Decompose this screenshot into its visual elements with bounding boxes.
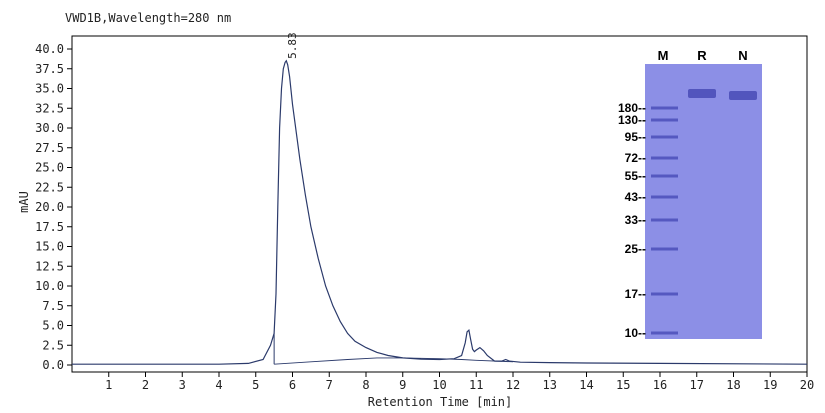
x-tick-label: 13 [543, 378, 557, 392]
y-tick-label: 5.0 [42, 319, 64, 333]
gel-marker-label: 33-- [625, 213, 646, 227]
gel-bands [651, 89, 757, 335]
y-tick-label: 22.5 [35, 180, 64, 194]
y-tick-label: 12.5 [35, 259, 64, 273]
gel-marker-label: 17-- [625, 287, 646, 301]
y-tick-label: 30.0 [35, 121, 64, 135]
y-tick-label: 20.0 [35, 200, 64, 214]
gel-marker-band [651, 106, 678, 110]
gel-marker-band [651, 218, 678, 222]
y-tick-label: 2.5 [42, 338, 64, 352]
gel-marker-label: 95-- [625, 130, 646, 144]
gel-lane-label: N [738, 48, 747, 63]
y-tick-label: 0.0 [42, 358, 64, 372]
x-tick-label: 9 [399, 378, 406, 392]
x-tick-label: 5 [252, 378, 259, 392]
chart-title: VWD1B,Wavelength=280 nm [65, 11, 231, 25]
gel-marker-band [651, 247, 678, 251]
y-tick-label: 40.0 [35, 42, 64, 56]
gel-marker-band [651, 135, 678, 139]
x-tick-label: 1 [105, 378, 112, 392]
gel-marker-label: 72-- [625, 151, 646, 165]
gel-marker-band [651, 156, 678, 160]
peak-label: 5.83 [286, 32, 299, 59]
y-tick-label: 10.0 [35, 279, 64, 293]
x-tick-label: 17 [690, 378, 704, 392]
y-tick-label: 7.5 [42, 299, 64, 313]
y-axis-label: mAU [17, 191, 31, 213]
x-axis: 1 2 3 4 5 6 7 8 9 10 11 12 13 14 15 16 17 18 19 20 [105, 372, 814, 392]
gel-marker-band [651, 292, 678, 296]
x-tick-label: 14 [579, 378, 593, 392]
gel-marker-band [651, 195, 678, 199]
series-layer [72, 59, 808, 365]
x-tick-label: 6 [289, 378, 296, 392]
x-tick-label: 12 [506, 378, 520, 392]
y-tick-label: 17.5 [35, 220, 64, 234]
gel-inset: M R N 180--130-- 95-- 72-- 55-- 43-- 33-- 25-- 17… [618, 48, 762, 340]
gel-marker-label: 55-- [625, 169, 646, 183]
y-tick-label: 32.5 [35, 101, 64, 115]
x-tick-label: 16 [653, 378, 667, 392]
x-tick-label: 10 [432, 378, 446, 392]
y-tick-label: 37.5 [35, 62, 64, 76]
gel-lane-label: M [658, 48, 669, 63]
x-tick-label: 18 [726, 378, 740, 392]
gel-marker-label: 43-- [625, 190, 646, 204]
x-tick-label: 7 [326, 378, 333, 392]
gel-marker-label: 130-- [618, 113, 646, 127]
y-tick-label: 35.0 [35, 82, 64, 96]
y-tick-label: 15.0 [35, 240, 64, 254]
x-tick-label: 11 [469, 378, 483, 392]
y-tick-label: 25.0 [35, 161, 64, 175]
gel-band-n [729, 91, 757, 100]
x-tick-label: 20 [800, 378, 814, 392]
gel-marker-label: 10-- [625, 326, 646, 340]
y-tick-label: 27.5 [35, 141, 64, 155]
gel-lane-label: R [697, 48, 707, 63]
gel-marker-label: 25-- [625, 242, 646, 256]
x-tick-label: 3 [179, 378, 186, 392]
chromatogram-trace [72, 59, 808, 365]
y-axis: 0.0 2.5 5.0 7.5 10.0 12.5 15.0 17.5 20.0 22.5 25.0… [35, 42, 72, 372]
gel-marker-labels: 180--130-- 95-- 72-- 55-- 43-- 33-- 25-- 17-- 10… [618, 101, 646, 340]
x-tick-label: 2 [142, 378, 149, 392]
x-tick-label: 19 [763, 378, 777, 392]
gel-marker-band [651, 174, 678, 178]
gel-band-r [688, 89, 716, 98]
x-tick-label: 8 [362, 378, 369, 392]
x-axis-label: Retention Time [min] [368, 395, 513, 409]
gel-marker-label: 180-- [618, 101, 646, 115]
x-tick-label: 4 [215, 378, 222, 392]
gel-marker-band [651, 331, 678, 335]
x-tick-label: 15 [616, 378, 630, 392]
baseline-trace [274, 357, 514, 365]
gel-background [645, 64, 762, 339]
gel-marker-band [651, 118, 678, 122]
